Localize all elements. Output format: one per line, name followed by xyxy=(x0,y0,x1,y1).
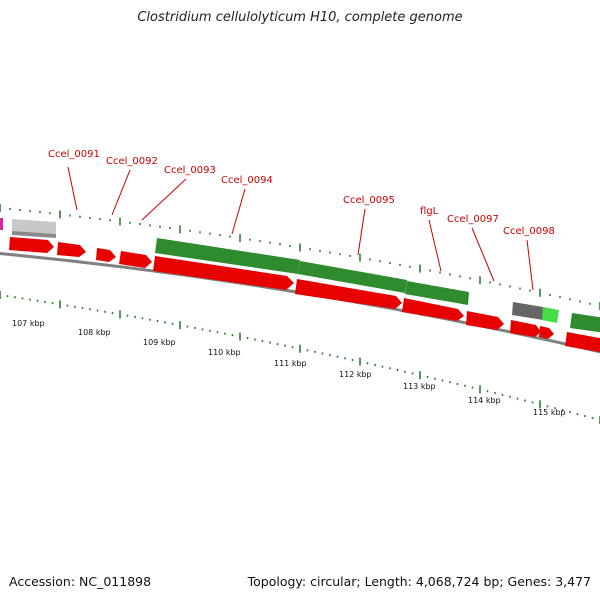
reverse-gene-ccel-0094[interactable] xyxy=(155,238,300,274)
gene-label[interactable]: flgL xyxy=(420,206,439,217)
gray-feature-a xyxy=(12,219,56,234)
forward-gene-b xyxy=(295,279,402,309)
leader-line xyxy=(67,166,78,211)
feature-track xyxy=(0,218,600,353)
scale-label: 113 kbp xyxy=(403,382,436,391)
genome-summary-text: Topology: circular; Length: 4,068,724 bp… xyxy=(247,574,591,589)
gene-label[interactable]: Ccel_0097 xyxy=(447,214,499,225)
scale-label: 115 kbp xyxy=(533,408,566,417)
leader-line xyxy=(231,188,246,235)
forward-gene-a xyxy=(153,256,294,290)
reverse-gene-flgl[interactable] xyxy=(405,281,469,305)
light-green-feature xyxy=(542,307,559,323)
forward-gene-g xyxy=(565,332,600,353)
top-tick-track xyxy=(0,204,600,310)
magenta-feature xyxy=(0,218,3,230)
gene-label[interactable]: Ccel_0095 xyxy=(343,195,395,206)
leader-line xyxy=(357,208,366,256)
gene-labels: Ccel_0091 Ccel_0092 Ccel_0093 Ccel_0094 Ccel… xyxy=(48,149,555,237)
gene-label[interactable]: Ccel_0098 xyxy=(503,226,555,237)
forward-gene-ccel-0091[interactable] xyxy=(9,237,54,253)
leader-line xyxy=(471,227,495,282)
map-title: Clostridium cellulolyticum H10, complete… xyxy=(137,10,463,25)
reverse-gene-ccel-0095[interactable] xyxy=(298,261,407,293)
gray-feature-a-shadow xyxy=(12,231,56,238)
accession-text: Accession: NC_011898 xyxy=(9,574,152,589)
forward-gene-ccel-0093a[interactable] xyxy=(96,248,116,262)
gene-label[interactable]: Ccel_0092 xyxy=(106,156,158,167)
leader-line xyxy=(111,169,131,216)
gene-label[interactable]: Ccel_0094 xyxy=(221,175,273,186)
scale-label: 108 kbp xyxy=(78,328,111,337)
gene-label[interactable]: Ccel_0093 xyxy=(164,165,216,176)
forward-gene-d xyxy=(466,311,504,330)
forward-gene-c xyxy=(402,298,464,321)
scale-label: 107 kbp xyxy=(12,319,45,328)
leader-line xyxy=(141,178,187,221)
leader-line xyxy=(428,219,442,272)
scale-labels: 107 kbp 108 kbp 109 kbp 110 kbp 111 kbp 112 k… xyxy=(12,319,566,417)
forward-gene-f xyxy=(539,326,554,339)
scale-label: 109 kbp xyxy=(143,338,176,347)
forward-gene-ccel-0093b[interactable] xyxy=(119,251,152,268)
scale-label: 110 kbp xyxy=(208,348,241,357)
forward-gene-e xyxy=(510,320,541,337)
gene-label[interactable]: Ccel_0091 xyxy=(48,149,100,160)
bottom-tick-track xyxy=(0,291,600,424)
scale-label: 111 kbp xyxy=(274,359,307,368)
forward-gene-ccel-0092[interactable] xyxy=(57,242,86,257)
dark-gray-feature xyxy=(512,302,543,320)
scale-label: 114 kbp xyxy=(468,396,501,405)
label-leader-lines xyxy=(67,166,534,291)
scale-label: 112 kbp xyxy=(339,370,372,379)
reverse-gene-next xyxy=(570,313,600,333)
leader-line xyxy=(526,239,534,291)
